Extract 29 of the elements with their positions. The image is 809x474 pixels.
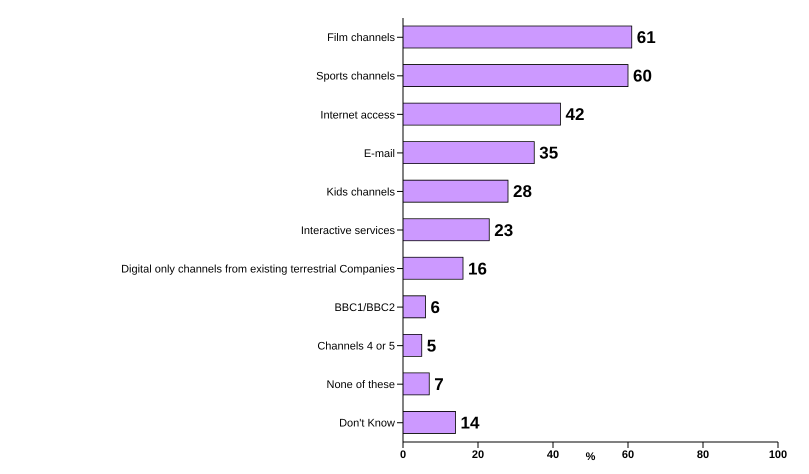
y-tick-label: Internet access <box>320 109 396 122</box>
y-tick-label: Channels 4 or 5 <box>317 340 395 353</box>
y-tick-label: Interactive services <box>300 224 396 237</box>
data-label: 23 <box>494 220 514 240</box>
x-tick-label: 0 <box>400 448 406 461</box>
data-label: 28 <box>513 182 532 202</box>
data-label: 7 <box>434 374 444 394</box>
y-tick-label: Don't Know <box>339 418 396 430</box>
data-label: 60 <box>633 66 652 86</box>
data-label: 16 <box>468 259 487 278</box>
data-label: 6 <box>430 298 440 317</box>
y-tick-label: Film channels <box>327 32 396 44</box>
data-label: 61 <box>636 28 656 48</box>
data-label: 42 <box>566 105 584 124</box>
y-tick-label: E-mail <box>364 148 395 160</box>
x-tick-label: 100 <box>768 448 788 461</box>
x-axis-title: % <box>586 451 596 463</box>
x-tick-label: 80 <box>696 448 710 461</box>
y-tick-label: Digital only channels from existing terrestrial Companies <box>121 263 396 276</box>
y-tick-label: Kids channels <box>326 186 396 198</box>
x-tick-label: 20 <box>472 448 484 461</box>
data-label: 5 <box>426 336 436 356</box>
data-label: 14 <box>460 413 480 432</box>
y-tick-label: Sports channels <box>316 70 396 83</box>
data-label: 35 <box>539 144 558 163</box>
y-tick-label: None of these <box>326 379 395 392</box>
x-tick-label: 40 <box>546 448 560 461</box>
x-tick-label: 60 <box>622 448 634 461</box>
y-tick-label: BBC1/BBC2 <box>334 302 395 314</box>
